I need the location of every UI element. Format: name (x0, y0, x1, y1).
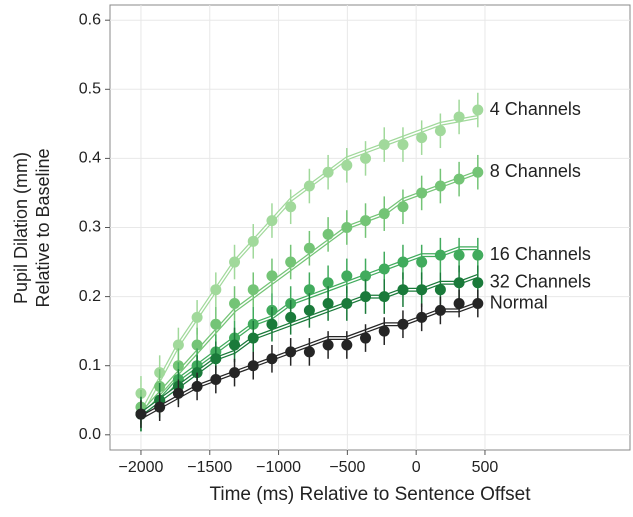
data-point (472, 298, 484, 310)
y-tick-label: 0.3 (79, 219, 101, 236)
data-point (229, 339, 241, 351)
data-point (397, 139, 409, 151)
data-point (303, 304, 315, 316)
y-tick-label: 0.1 (79, 357, 101, 374)
x-tick-label: 500 (472, 459, 499, 476)
data-point (434, 249, 446, 261)
data-point (229, 256, 241, 268)
data-point (360, 332, 372, 344)
series-label: 4 Channels (490, 99, 581, 119)
data-point (378, 291, 390, 303)
x-tick-label: −1500 (187, 459, 232, 476)
data-point (191, 311, 203, 323)
data-point (247, 360, 259, 372)
data-point (397, 256, 409, 268)
data-point (285, 311, 297, 323)
data-point (322, 277, 334, 289)
data-point (416, 132, 428, 144)
data-point (434, 180, 446, 192)
data-point (360, 152, 372, 164)
data-point (434, 125, 446, 137)
data-point (472, 166, 484, 178)
data-point (434, 304, 446, 316)
data-point (247, 284, 259, 296)
data-point (360, 291, 372, 303)
x-tick-label: 0 (412, 459, 421, 476)
series-label: 32 Channels (490, 272, 591, 292)
data-point (322, 166, 334, 178)
data-point (247, 235, 259, 247)
data-point (154, 401, 166, 413)
series-label: 8 Channels (490, 161, 581, 181)
data-point (378, 263, 390, 275)
data-point (453, 298, 465, 310)
data-point (453, 173, 465, 185)
data-point (341, 339, 353, 351)
data-point (266, 318, 278, 330)
data-point (397, 284, 409, 296)
data-point (416, 284, 428, 296)
data-point (397, 201, 409, 213)
data-point (210, 353, 222, 365)
data-point (210, 374, 222, 386)
data-point (322, 339, 334, 351)
data-point (360, 215, 372, 227)
data-point (191, 380, 203, 392)
data-point (266, 215, 278, 227)
data-point (341, 298, 353, 310)
data-point (472, 249, 484, 261)
data-point (453, 111, 465, 123)
x-tick-label: −2000 (118, 459, 163, 476)
data-point (453, 249, 465, 261)
data-point (378, 325, 390, 337)
data-point (135, 408, 147, 420)
y-tick-label: 0.0 (79, 426, 101, 443)
y-tick-label: 0.4 (79, 150, 101, 167)
data-point (172, 339, 184, 351)
data-point (229, 367, 241, 379)
x-tick-label: −500 (329, 459, 365, 476)
data-point (322, 228, 334, 240)
data-point (434, 284, 446, 296)
x-tick-label: −1000 (256, 459, 301, 476)
data-point (378, 139, 390, 151)
data-point (378, 208, 390, 220)
y-tick-label: 0.6 (79, 11, 101, 28)
data-point (303, 284, 315, 296)
data-point (303, 346, 315, 358)
data-point (247, 332, 259, 344)
data-point (285, 256, 297, 268)
data-point (172, 387, 184, 399)
x-axis-title: Time (ms) Relative to Sentence Offset (209, 484, 531, 505)
data-point (360, 270, 372, 282)
data-point (416, 256, 428, 268)
data-point (341, 270, 353, 282)
data-point (210, 284, 222, 296)
y-axis-title: Relative to Baseline (33, 148, 53, 307)
y-axis-title: Pupil Dilation (mm) (11, 152, 31, 304)
y-tick-label: 0.5 (79, 81, 101, 98)
series-label: Normal (490, 292, 548, 312)
data-point (472, 277, 484, 289)
data-point (210, 318, 222, 330)
data-point (397, 318, 409, 330)
data-point (229, 298, 241, 310)
data-point (303, 242, 315, 254)
data-point (341, 222, 353, 233)
data-point (416, 311, 428, 323)
data-point (266, 353, 278, 365)
y-tick-label: 0.2 (79, 288, 101, 305)
data-point (472, 104, 484, 116)
data-point (285, 201, 297, 213)
data-point (453, 277, 465, 289)
data-point (285, 346, 297, 358)
data-point (266, 270, 278, 282)
data-point (341, 159, 353, 171)
series-label: 16 Channels (490, 244, 591, 264)
data-point (322, 298, 334, 310)
data-point (416, 187, 428, 199)
data-point (191, 339, 203, 351)
data-point (303, 180, 315, 192)
